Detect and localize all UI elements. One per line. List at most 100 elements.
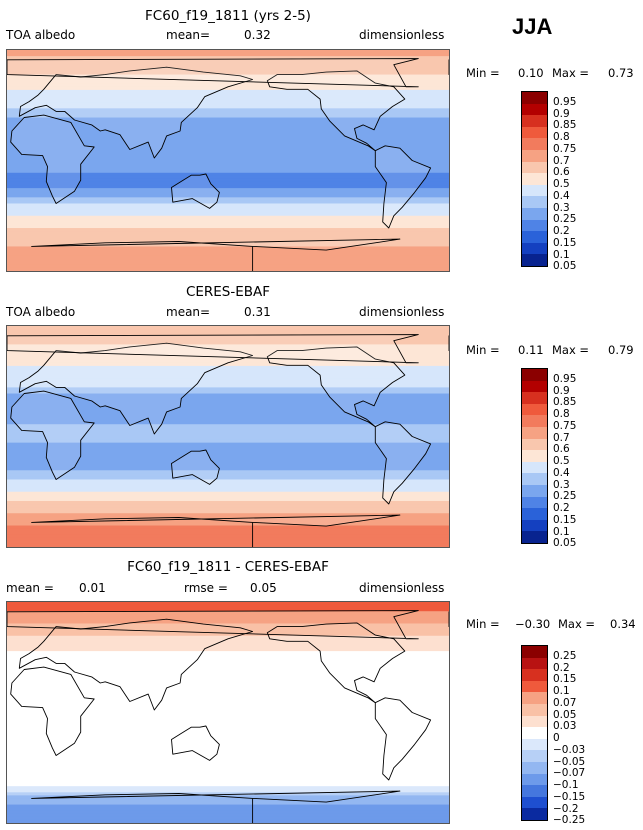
colorbar-swatch — [522, 392, 547, 404]
field-band — [7, 641, 449, 646]
field-band — [7, 68, 449, 73]
field-band — [7, 139, 449, 143]
field-band — [7, 697, 449, 701]
colorbar-swatch — [522, 484, 547, 497]
panel3-units: dimensionless — [359, 581, 445, 595]
field-band — [7, 430, 449, 435]
panel2-max-value: 0.79 — [608, 343, 634, 357]
field-band — [7, 246, 449, 251]
panel3-mean-label: mean = — [6, 581, 54, 595]
colorbar-tick-label: −0.07 — [553, 767, 586, 780]
colorbar-swatch — [522, 231, 547, 243]
coastline — [374, 145, 432, 229]
field-band — [7, 191, 449, 195]
field-band — [7, 148, 449, 152]
panel2-map-field — [7, 326, 449, 547]
colorbar-swatch — [522, 219, 547, 232]
colorbar-swatch — [522, 161, 547, 174]
field-band — [7, 120, 449, 125]
field-band — [7, 454, 449, 459]
field-band — [7, 427, 449, 431]
field-band — [7, 733, 449, 738]
field-band — [7, 83, 449, 88]
field-band — [7, 188, 449, 192]
field-band — [7, 810, 449, 815]
field-band — [7, 209, 449, 214]
colorbar-swatch — [522, 669, 547, 681]
field-band — [7, 703, 449, 707]
field-band — [7, 178, 449, 183]
field-band — [7, 813, 449, 818]
field-band — [7, 114, 449, 119]
field-band — [7, 396, 449, 401]
field-band — [7, 258, 449, 263]
field-band — [7, 654, 449, 658]
field-band — [7, 372, 449, 376]
field-band — [7, 500, 449, 505]
coastline — [7, 334, 419, 364]
field-band — [7, 344, 449, 349]
season-label: JJA — [512, 14, 553, 39]
field-band — [7, 415, 449, 419]
field-band — [7, 638, 449, 643]
colorbar-tick-label: 0.07 — [553, 696, 577, 709]
colorbar-tick-label: 0.4 — [553, 466, 570, 479]
panel3-rmse-value: 0.05 — [250, 581, 277, 595]
colorbar-tick-label: 0.15 — [553, 673, 577, 686]
colorbar-swatch — [522, 173, 547, 185]
field-band — [7, 617, 449, 622]
field-band — [7, 531, 449, 536]
panel2-mean-label: mean= — [166, 305, 211, 319]
field-band — [7, 393, 449, 398]
field-band — [7, 264, 449, 269]
field-band — [7, 197, 449, 202]
field-band — [7, 678, 449, 683]
field-band — [7, 338, 449, 342]
field-band — [7, 181, 449, 186]
panel1-colorbar — [521, 91, 548, 267]
colorbar-tick-label: 0.3 — [553, 201, 570, 214]
panel2-variable: TOA albedo — [6, 305, 76, 319]
field-band — [7, 540, 449, 545]
field-band — [7, 80, 449, 85]
field-band — [7, 758, 449, 763]
colorbar-tick-label: 0.7 — [553, 154, 570, 167]
colorbar-swatch — [522, 773, 547, 786]
coastline — [374, 697, 432, 781]
colorbar-tick-label: 0.05 — [553, 537, 577, 550]
colorbar-tick-label: 0.25 — [553, 490, 577, 503]
field-band — [7, 522, 449, 527]
field-band — [7, 776, 449, 781]
field-band — [7, 513, 449, 517]
field-band — [7, 789, 449, 793]
field-band — [7, 669, 449, 674]
panel1-min-value: 0.10 — [518, 66, 544, 80]
field-band — [7, 237, 449, 241]
field-band — [7, 411, 449, 416]
field-band — [7, 504, 449, 508]
field-band — [7, 157, 449, 162]
field-band — [7, 476, 449, 481]
coastline — [18, 66, 254, 159]
field-band — [7, 261, 449, 266]
field-band — [7, 706, 449, 711]
field-band — [7, 224, 449, 229]
field-band — [7, 353, 449, 358]
field-band — [7, 111, 449, 116]
field-band — [7, 53, 449, 57]
field-band — [7, 709, 449, 714]
field-band — [7, 96, 449, 100]
colorbar-swatch — [522, 519, 547, 532]
colorbar-swatch — [522, 184, 547, 197]
colorbar-swatch — [522, 785, 547, 797]
coastline — [10, 666, 95, 756]
panel3-min-value: −0.30 — [515, 617, 551, 631]
colorbar-tick-label: 0.6 — [553, 166, 570, 179]
field-band — [7, 761, 449, 766]
field-band — [7, 629, 449, 634]
colorbar-tick-label: 0.9 — [553, 384, 570, 397]
field-band — [7, 620, 449, 625]
colorbar-swatch — [522, 115, 547, 127]
panel1-max-value: 0.73 — [608, 66, 634, 80]
coastline — [18, 342, 254, 435]
